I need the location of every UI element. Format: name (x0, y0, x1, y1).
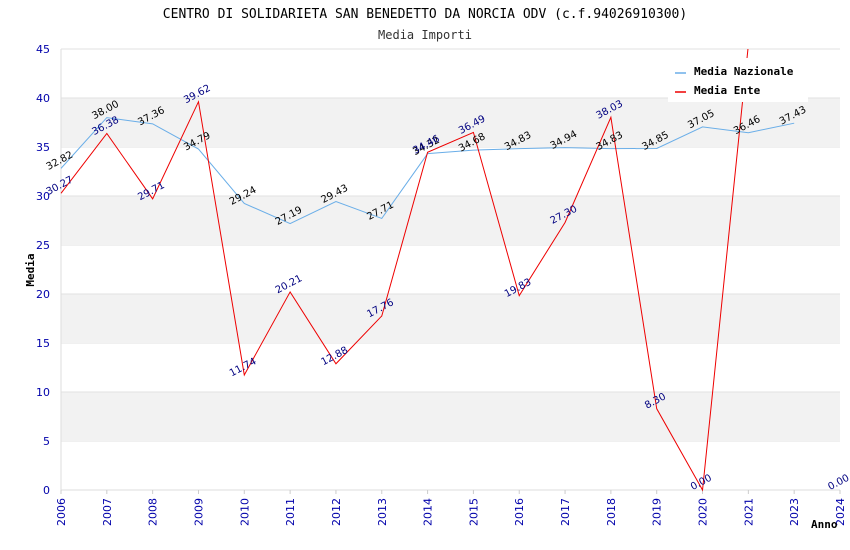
y-tick-label: 30 (36, 190, 50, 203)
x-tick-label: 2020 (697, 498, 710, 526)
x-tick-label: 2014 (422, 498, 435, 526)
x-tick-label: 2015 (467, 498, 480, 526)
series-line-ente (60, 49, 749, 492)
data-label-ente: 12.88 (320, 345, 350, 368)
x-ticks: 2006 2007 2008 2009 2010 2011 2012 2013 2014 2015… (55, 490, 847, 526)
x-tick-label: 2016 (513, 498, 526, 526)
y-tick-label: 25 (36, 239, 50, 252)
data-label-ente: 30.27 (45, 175, 75, 198)
grid-band (61, 392, 840, 441)
legend: Media Nazionale Media Ente (668, 58, 808, 102)
chart-subtitle: Media Importi (378, 28, 472, 42)
data-label-ente: 20.21 (274, 273, 304, 296)
y-tick-label: 5 (43, 435, 50, 448)
grid-band (61, 196, 840, 245)
grid-bands (61, 48, 840, 442)
y-tick-label: 35 (36, 141, 50, 154)
y-tick-label: 10 (36, 386, 50, 399)
x-tick-label: 2008 (147, 498, 160, 526)
legend-label-nazionale: Media Nazionale (694, 65, 794, 78)
series-lines (60, 49, 795, 492)
legend-background (668, 58, 808, 102)
data-label-ente: 11.74 (228, 356, 258, 379)
x-tick-label: 2017 (559, 498, 572, 526)
grid-band (61, 98, 840, 147)
y-tick-label: 45 (36, 43, 50, 56)
x-tick-label: 2023 (788, 498, 801, 526)
x-tick-label: 2024 (834, 498, 847, 526)
x-tick-label: 2019 (651, 498, 664, 526)
x-tick-label: 2007 (101, 498, 114, 526)
x-axis-label: Anno (811, 518, 838, 531)
legend-label-ente: Media Ente (694, 84, 761, 97)
x-tick-label: 2010 (238, 498, 251, 526)
x-tick-label: 2011 (284, 498, 297, 526)
x-tick-label: 2013 (376, 498, 389, 526)
y-tick-label: 0 (43, 484, 50, 497)
chart-title: CENTRO DI SOLIDARIETA SAN BENEDETTO DA N… (163, 7, 687, 22)
x-tick-label: 2009 (192, 498, 205, 526)
axes (60, 49, 840, 491)
y-ticks: 0 5 10 15 20 25 30 35 40 45 (36, 43, 50, 497)
y-tick-label: 20 (36, 288, 50, 301)
x-tick-label: 2021 (742, 498, 755, 526)
y-tick-label: 40 (36, 92, 50, 105)
y-axis-label: Media (24, 253, 37, 286)
x-tick-label: 2018 (605, 498, 618, 526)
x-tick-label: 2012 (330, 498, 343, 526)
grid-band (61, 294, 840, 343)
x-tick-label: 2006 (55, 498, 68, 526)
y-tick-label: 15 (36, 337, 50, 350)
